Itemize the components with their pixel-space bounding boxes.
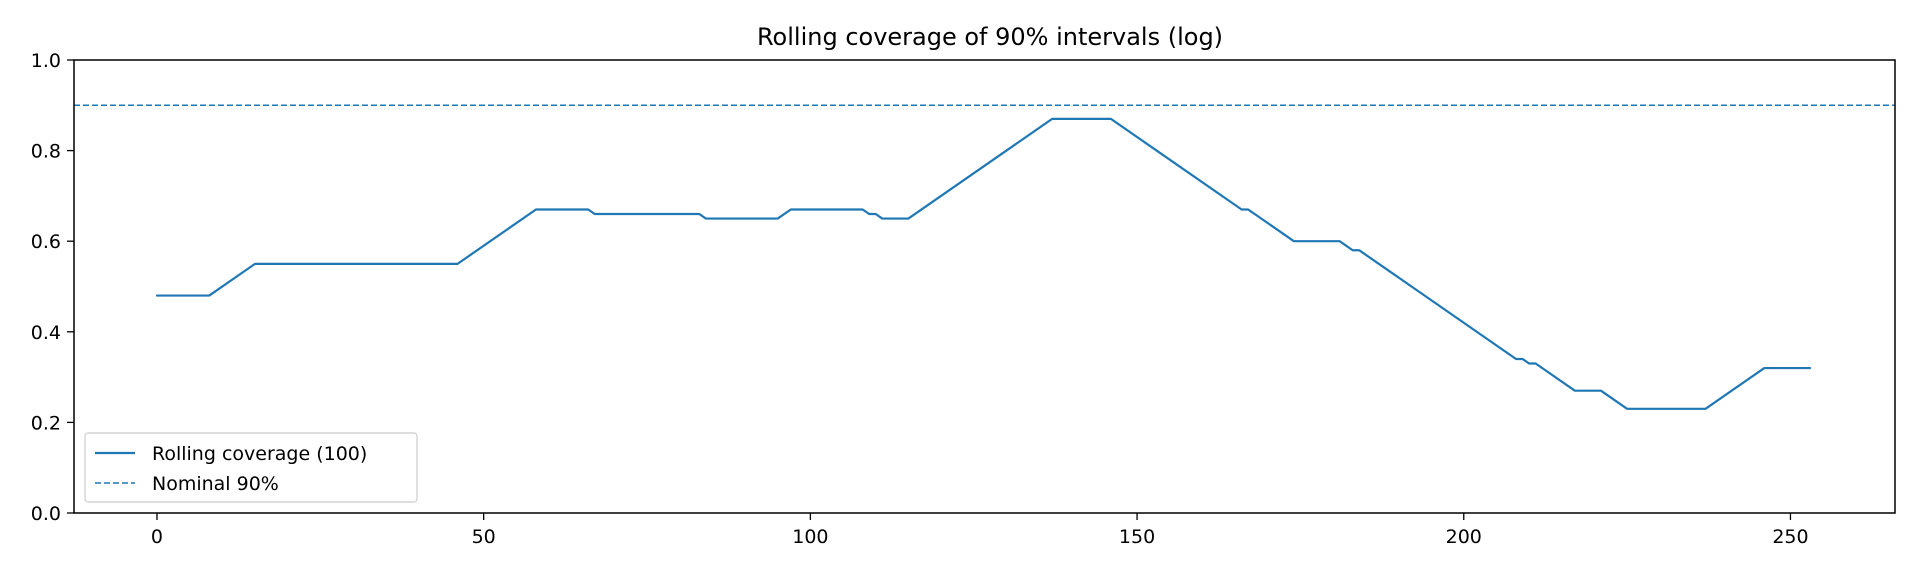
y-tick-label: 0.0 bbox=[31, 503, 61, 525]
x-axis: 0 50 100 150 200 250 bbox=[151, 513, 1809, 548]
plot-area bbox=[74, 104, 1895, 410]
x-tick-label: 200 bbox=[1446, 526, 1482, 548]
x-tick-label: 0 bbox=[151, 526, 163, 548]
x-tick-label: 100 bbox=[792, 526, 828, 548]
x-tick-label: 150 bbox=[1119, 526, 1155, 548]
plot-frame bbox=[73, 59, 1896, 514]
y-axis: 0.0 0.2 0.4 0.6 0.8 1.0 bbox=[31, 50, 74, 525]
legend: Rolling coverage (100) Nominal 90% bbox=[84, 432, 418, 503]
x-tick-label: 250 bbox=[1772, 526, 1808, 548]
y-tick-label: 0.8 bbox=[31, 141, 61, 163]
chart-title: Rolling coverage of 90% intervals (log) bbox=[757, 23, 1223, 51]
y-tick-label: 0.4 bbox=[31, 322, 61, 344]
legend-label: Nominal 90% bbox=[152, 473, 279, 495]
series-line-rolling-coverage bbox=[155, 117, 1812, 410]
legend-label: Rolling coverage (100) bbox=[152, 443, 367, 465]
y-tick-label: 0.6 bbox=[31, 231, 61, 253]
y-tick-label: 1.0 bbox=[31, 50, 61, 72]
x-tick-label: 50 bbox=[472, 526, 496, 548]
y-tick-label: 0.2 bbox=[31, 412, 61, 434]
legend-box bbox=[84, 432, 418, 503]
